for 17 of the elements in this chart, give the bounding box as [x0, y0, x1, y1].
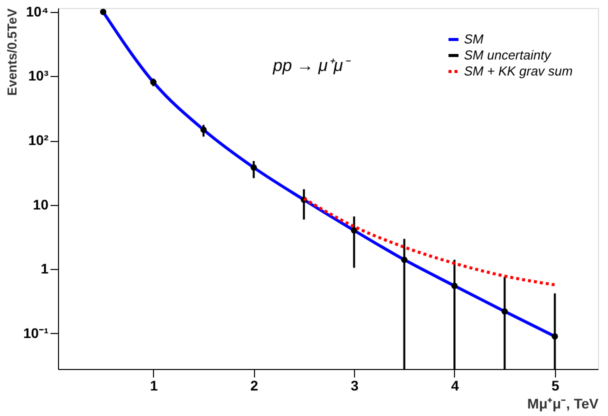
legend-label: SM + KK grav sum: [464, 64, 573, 78]
legend-label: SM: [464, 32, 484, 46]
legend-label: SM uncertainty: [464, 48, 552, 62]
x-axis-title: Mμ⁺μ⁻, TeV: [527, 396, 600, 412]
y-tick-label: 10⁴: [26, 3, 49, 20]
y-tick-label: 10²: [28, 132, 49, 148]
annotation: pp → μ⁺μ⁻: [272, 56, 351, 75]
x-tick-label: 5: [551, 378, 560, 394]
y-tick-label: 1: [40, 260, 49, 277]
x-tick-label: 2: [250, 378, 258, 394]
x-tick-label: 4: [451, 378, 460, 394]
y-tick-label: 10⁻¹: [23, 324, 49, 341]
x-tick-label: 1: [150, 378, 158, 394]
x-tick-label: 3: [350, 378, 359, 394]
y-tick-label: 10³: [28, 68, 49, 84]
y-axis-title: Events/0.5TeV: [4, 8, 20, 96]
y-tick-label: 10: [32, 196, 49, 212]
